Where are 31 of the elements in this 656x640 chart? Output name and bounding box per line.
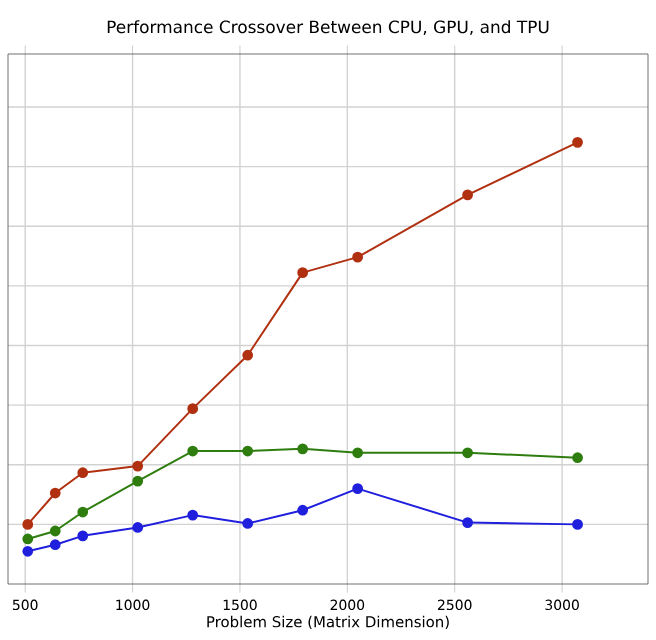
- point: [132, 475, 144, 487]
- point: [22, 518, 34, 530]
- point: [242, 349, 254, 361]
- point: [187, 403, 199, 415]
- chart-title: Performance Crossover Between CPU, GPU, and TPU: [107, 20, 549, 35]
- point: [242, 445, 254, 457]
- point: [77, 467, 89, 479]
- point: [77, 506, 89, 518]
- point: [352, 251, 364, 263]
- point: [572, 452, 583, 464]
- point: [462, 189, 473, 201]
- point: [297, 267, 309, 279]
- point: [132, 460, 144, 472]
- point: [49, 539, 61, 551]
- point: [49, 487, 61, 499]
- point: [297, 504, 309, 516]
- point: [572, 518, 583, 530]
- point: [187, 509, 199, 521]
- point: [49, 525, 61, 537]
- point: [462, 447, 473, 459]
- point: [22, 545, 34, 557]
- point: [242, 518, 254, 529]
- point: [297, 443, 309, 455]
- point: [352, 483, 364, 494]
- point: [77, 530, 89, 542]
- point: [462, 517, 473, 528]
- point: [132, 522, 144, 533]
- point: [187, 445, 199, 457]
- point: [572, 136, 583, 148]
- point: [352, 447, 364, 459]
- point: [22, 533, 34, 545]
